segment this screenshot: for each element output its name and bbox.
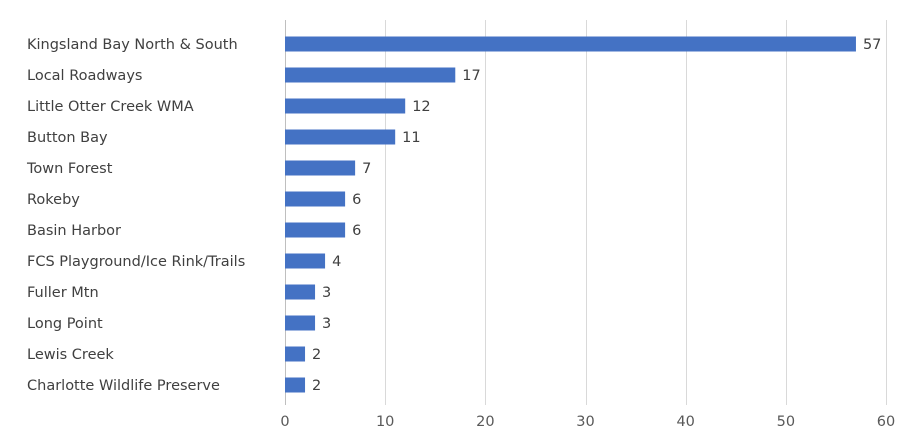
x-tick-label: 0	[280, 414, 289, 430]
bar	[285, 253, 326, 269]
category-label: Town Forest	[26, 161, 113, 177]
bar	[285, 98, 406, 114]
category-label: Lewis Creek	[27, 347, 114, 363]
category-label: Long Point	[27, 316, 103, 332]
category-label: Button Bay	[27, 130, 108, 146]
data-label: 7	[362, 161, 371, 177]
bar	[285, 191, 346, 207]
bar	[285, 129, 396, 145]
data-label: 2	[312, 347, 321, 363]
data-label: 4	[332, 254, 341, 270]
bars	[285, 36, 856, 393]
x-tick-label: 50	[777, 414, 795, 430]
bar	[285, 315, 316, 331]
data-label: 11	[402, 130, 420, 146]
x-tick-label: 10	[376, 414, 394, 430]
bar	[285, 36, 856, 52]
category-label: Local Roadways	[27, 68, 142, 84]
bar	[285, 67, 456, 83]
data-label: 3	[322, 316, 331, 332]
data-label: 17	[462, 68, 480, 84]
category-label: Basin Harbor	[27, 223, 121, 239]
x-tick-label: 30	[576, 414, 594, 430]
bar	[285, 346, 306, 362]
bar	[285, 160, 356, 176]
category-label: Fuller Mtn	[27, 285, 99, 301]
bar	[285, 222, 346, 238]
gridlines	[285, 20, 887, 405]
x-tick-label: 20	[476, 414, 494, 430]
category-labels: Kingsland Bay North & South Local Roadway…	[26, 37, 245, 394]
x-tick-label: 60	[877, 414, 895, 430]
data-label: 2	[312, 378, 321, 394]
category-label: FCS Playground/Ice Rink/Trails	[27, 254, 245, 270]
data-label: 12	[412, 99, 430, 115]
bar	[285, 284, 316, 300]
category-label: Rokeby	[27, 192, 80, 208]
x-axis-ticks: 0 10 20 30 40 50 60	[280, 414, 895, 430]
category-label: Charlotte Wildlife Preserve	[27, 378, 220, 394]
category-label: Kingsland Bay North & South	[27, 37, 238, 53]
data-label: 3	[322, 285, 331, 301]
category-label: Little Otter Creek WMA	[27, 99, 194, 115]
bar	[285, 377, 306, 393]
data-label: 57	[863, 37, 881, 53]
x-tick-label: 40	[676, 414, 694, 430]
data-label: 6	[352, 223, 361, 239]
data-label: 6	[352, 192, 361, 208]
